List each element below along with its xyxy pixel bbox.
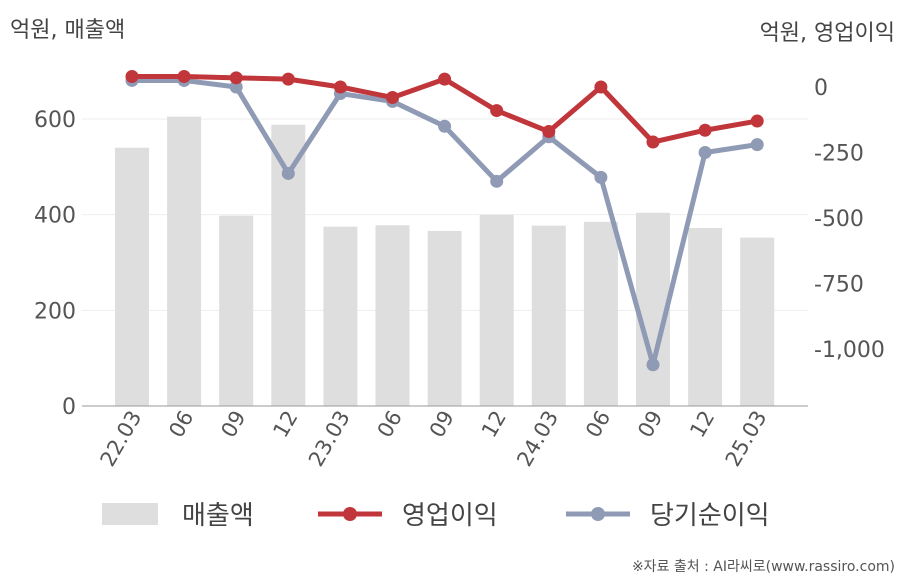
right-tick-label: -750 bbox=[814, 273, 864, 298]
bar bbox=[271, 124, 306, 407]
data-point bbox=[490, 104, 504, 118]
data-point bbox=[438, 72, 452, 86]
x-tick-label: 25.03 bbox=[721, 407, 772, 471]
legend-item: 매출액 bbox=[102, 501, 254, 531]
left-tick-label: 200 bbox=[34, 299, 76, 324]
right-tick-label: 0 bbox=[814, 76, 828, 101]
x-tick-label: 09 bbox=[633, 407, 667, 442]
data-point bbox=[281, 72, 295, 86]
data-point bbox=[177, 70, 191, 84]
x-tick-label: 06 bbox=[581, 407, 615, 442]
data-point bbox=[386, 90, 399, 104]
bar bbox=[688, 228, 723, 406]
data-point bbox=[281, 166, 295, 180]
data-point bbox=[542, 125, 556, 139]
bar bbox=[167, 116, 202, 406]
right-tick-label: -1,000 bbox=[814, 338, 885, 363]
x-tick-label: 09 bbox=[216, 407, 250, 442]
bar bbox=[115, 147, 149, 406]
right-tick-label: -250 bbox=[814, 142, 864, 167]
data-point bbox=[594, 80, 608, 94]
bar bbox=[323, 226, 358, 406]
x-axis-ticks: 22.03 06 09 12 23.03 06 09 12 24.03 06 09 12 25.03 bbox=[95, 407, 771, 471]
x-tick-label: 06 bbox=[164, 407, 198, 442]
bar bbox=[531, 225, 566, 406]
bar bbox=[219, 215, 254, 406]
line-series bbox=[125, 70, 764, 372]
legend-label: 영업이익 bbox=[402, 501, 498, 531]
data-point bbox=[594, 170, 608, 184]
bar bbox=[427, 230, 462, 406]
legend-label: 매출액 bbox=[182, 501, 254, 531]
x-tick-label: 23.03 bbox=[304, 407, 355, 471]
right-tick-label: -500 bbox=[814, 207, 864, 232]
bar bbox=[375, 225, 410, 406]
legend-label: 당기순이익 bbox=[650, 501, 770, 531]
left-tick-label: 0 bbox=[62, 395, 76, 420]
legend-item: 당기순이익 bbox=[566, 501, 770, 531]
x-tick-label: 12 bbox=[268, 407, 302, 442]
data-point bbox=[229, 80, 243, 94]
left-axis-title: 억원, 매출액 bbox=[10, 18, 125, 43]
x-tick-label: 06 bbox=[373, 407, 407, 442]
left-y-axis-ticks: 0 200 400 600 bbox=[34, 108, 76, 420]
source-credit: ※자료 출처 : AI라씨로(www.rassiro.com) bbox=[632, 559, 895, 575]
data-point bbox=[750, 138, 764, 152]
left-tick-label: 600 bbox=[34, 108, 76, 133]
right-y-axis-ticks: 0 -250 -500 -750 -1,000 bbox=[814, 76, 885, 363]
data-point bbox=[438, 119, 452, 133]
data-point bbox=[333, 80, 347, 94]
x-tick-label: 12 bbox=[685, 407, 719, 442]
data-point bbox=[125, 70, 139, 84]
bar bbox=[583, 221, 618, 406]
legend: 매출액 영업이익 당기순이익 bbox=[102, 501, 770, 531]
x-tick-label: 24.03 bbox=[512, 407, 563, 471]
data-point bbox=[750, 114, 764, 128]
data-point bbox=[490, 174, 504, 188]
x-tick-label: 22.03 bbox=[95, 407, 146, 471]
legend-swatch bbox=[102, 503, 158, 525]
right-axis-title: 억원, 영업이익 bbox=[760, 21, 895, 46]
legend-marker bbox=[343, 507, 357, 521]
data-point bbox=[698, 146, 712, 159]
x-tick-label: 12 bbox=[477, 407, 511, 442]
left-tick-label: 400 bbox=[34, 204, 76, 229]
bar-series bbox=[115, 116, 775, 407]
data-point bbox=[698, 123, 712, 137]
data-point bbox=[646, 135, 660, 149]
legend-item: 영업이익 bbox=[318, 501, 498, 531]
legend-marker bbox=[591, 507, 605, 521]
data-point bbox=[646, 358, 660, 372]
x-tick-label: 09 bbox=[425, 407, 459, 442]
bar bbox=[740, 237, 775, 406]
data-point bbox=[229, 71, 243, 85]
bar bbox=[479, 214, 514, 406]
